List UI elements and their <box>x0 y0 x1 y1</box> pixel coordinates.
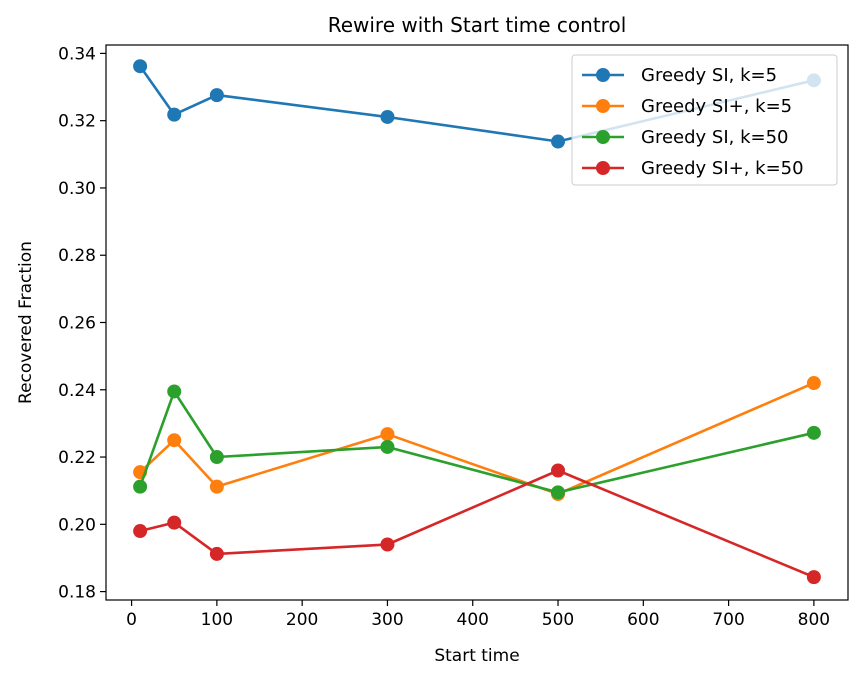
x-axis-ticks: 0 100 200 300 400 500 600 700 800 <box>126 600 830 630</box>
legend-item: Greedy SI+, k=50 <box>582 158 804 179</box>
data-point <box>133 479 148 494</box>
y-axis-label: Recovered Fraction <box>16 241 36 404</box>
legend-item: Greedy SI, k=50 <box>582 127 789 148</box>
data-point <box>551 463 566 478</box>
legend-swatch-marker <box>596 130 610 144</box>
legend-label: Greedy SI, k=5 <box>641 65 777 86</box>
x-tick-label: 300 <box>371 610 403 630</box>
data-point <box>380 439 395 454</box>
y-tick-label: 0.22 <box>58 448 96 468</box>
legend-label: Greedy SI+, k=50 <box>641 158 804 179</box>
y-tick-label: 0.28 <box>58 246 96 266</box>
y-tick-label: 0.20 <box>58 515 96 535</box>
data-point <box>167 433 182 448</box>
x-tick-label: 700 <box>712 610 744 630</box>
legend-item: Greedy SI+, k=5 <box>582 96 792 117</box>
data-point <box>133 59 148 74</box>
legend-item: Greedy SI, k=5 <box>582 65 777 86</box>
series-3 <box>133 384 821 500</box>
data-point <box>806 570 821 585</box>
plot-frame <box>105 44 849 601</box>
data-point <box>209 479 224 494</box>
data-point <box>551 485 566 500</box>
data-point <box>380 427 395 442</box>
legend-swatch-marker <box>596 99 610 113</box>
x-tick-label: 0 <box>126 610 137 630</box>
x-tick-label: 400 <box>457 610 489 630</box>
series-4 <box>133 463 821 585</box>
y-tick-label: 0.34 <box>58 44 96 64</box>
legend-label: Greedy SI, k=50 <box>641 127 789 148</box>
series-line <box>138 390 815 494</box>
data-point <box>133 524 148 539</box>
data-point <box>167 515 182 530</box>
x-axis-label: Start time <box>434 646 519 666</box>
chart-title: Rewire with Start time control <box>328 13 627 37</box>
legend: Greedy SI, k=5 Greedy SI+, k=5 Greedy SI, … <box>571 54 838 186</box>
data-point <box>209 88 224 103</box>
data-point <box>380 109 395 124</box>
y-tick-label: 0.32 <box>58 112 96 132</box>
y-tick-label: 0.30 <box>58 179 96 199</box>
y-tick-label: 0.18 <box>58 583 96 603</box>
x-tick-label: 500 <box>542 610 574 630</box>
data-point <box>209 546 224 561</box>
data-point <box>806 425 821 440</box>
x-tick-label: 100 <box>201 610 233 630</box>
x-tick-label: 800 <box>798 610 830 630</box>
y-axis-ticks: 0.18 0.20 0.22 0.24 0.26 0.28 0.30 0.32 0.34 <box>58 44 106 603</box>
series-line <box>139 381 815 496</box>
data-point <box>806 376 821 391</box>
data-point <box>380 537 395 552</box>
y-tick-label: 0.26 <box>58 314 96 334</box>
legend-label: Greedy SI+, k=5 <box>641 96 792 117</box>
legend-box <box>571 54 838 186</box>
data-point <box>551 134 566 149</box>
data-point <box>167 384 182 399</box>
x-tick-label: 200 <box>286 610 318 630</box>
data-point <box>209 450 224 465</box>
legend-swatch-marker <box>596 161 610 175</box>
x-tick-label: 600 <box>627 610 659 630</box>
data-point <box>167 107 182 122</box>
y-tick-label: 0.24 <box>58 381 96 401</box>
legend-swatch-marker <box>596 68 610 82</box>
